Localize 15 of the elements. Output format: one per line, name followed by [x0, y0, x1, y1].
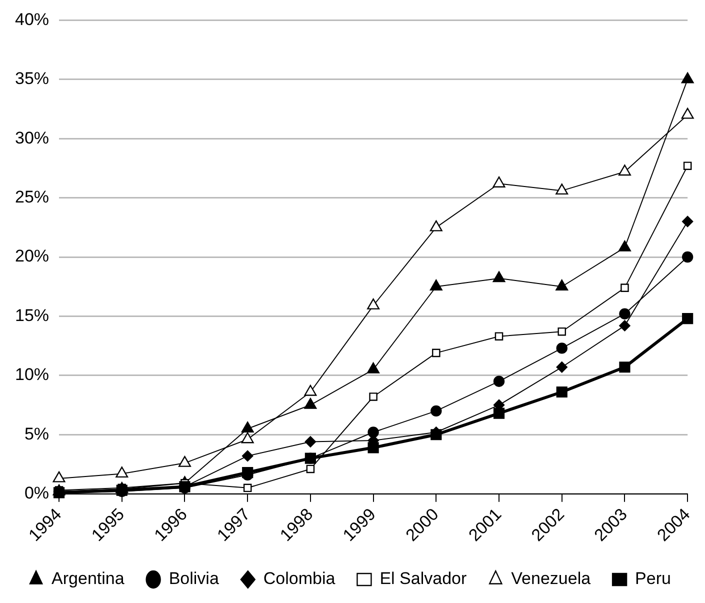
y-tick-label: 30%: [14, 128, 50, 148]
y-tick-label: 35%: [14, 69, 50, 88]
legend-label: El Salvador: [380, 569, 467, 588]
legend-label: Venezuela: [511, 569, 592, 588]
y-tick-label: 0%: [24, 484, 50, 503]
y-tick-label: 15%: [14, 306, 50, 325]
y-tick-label: 40%: [14, 10, 50, 29]
y-tick-label: 10%: [14, 365, 50, 384]
legend-label: Colombia: [263, 569, 336, 588]
y-tick-label: 25%: [14, 188, 50, 206]
legend-label: Bolivia: [168, 569, 220, 588]
legend-label: Peru: [635, 569, 671, 588]
legend-label: Argentina: [52, 569, 125, 588]
y-tick-label: 20%: [14, 246, 50, 266]
y-tick-label: 5%: [24, 424, 50, 444]
